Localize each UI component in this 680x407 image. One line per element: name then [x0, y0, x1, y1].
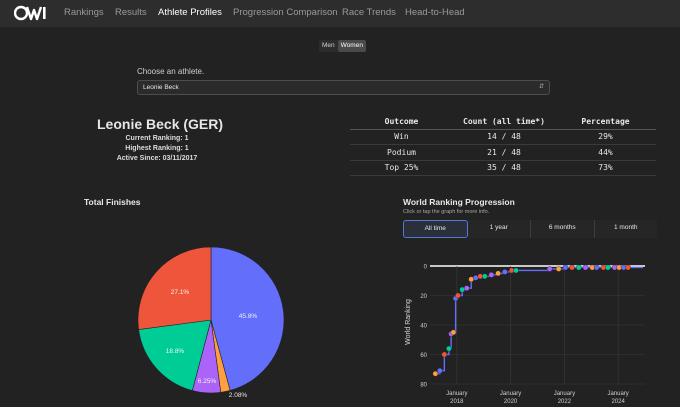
race-point — [593, 264, 600, 271]
active-since: Active Since: 03/11/2017 — [116, 155, 198, 162]
race-point — [502, 269, 508, 275]
table-cell: 14 / 48 — [453, 129, 555, 145]
race-point — [450, 329, 457, 336]
table-cell: 44% — [555, 144, 656, 161]
y-tick-label: 20 — [420, 294, 427, 300]
ranking-chart-subtitle: Click or tap the graph for more info. — [403, 209, 490, 215]
table-row: Podium 21 / 48 44% — [350, 144, 656, 161]
range-selector: All time 1 year 6 months 1 month — [403, 220, 657, 238]
logo-icon[interactable] — [14, 3, 48, 23]
range-6-months-button[interactable]: 6 months — [531, 220, 595, 238]
race-point — [605, 264, 611, 271]
nav-progression-comparison[interactable]: Progression Comparison — [233, 7, 338, 18]
range-1-year-button[interactable]: 1 year — [467, 220, 531, 238]
race-point — [575, 264, 582, 271]
table-cell: Podium — [350, 144, 453, 161]
outcome-table: Outcome Count (all time*) Percentage Win… — [350, 115, 656, 176]
y-axis-label: World Ranking — [405, 299, 412, 345]
x-tick-year: 2018 — [450, 399, 464, 405]
gender-women-button[interactable]: Women — [337, 40, 366, 52]
current-ranking: Current Ranking: 1 — [125, 135, 189, 142]
race-point — [463, 285, 470, 291]
nav-athlete-profiles[interactable]: Athlete Profiles — [158, 7, 222, 18]
athlete-select-label: Choose an athlete. — [137, 67, 205, 76]
y-tick-label: 40 — [420, 323, 427, 329]
athlete-select-value: Leonie Beck — [143, 84, 179, 91]
x-tick-month: January — [446, 391, 467, 397]
race-point — [513, 267, 519, 274]
total-finishes-title: Total Finishes — [84, 197, 141, 207]
race-point — [555, 266, 562, 272]
range-all-time-button[interactable]: All time — [403, 220, 468, 238]
table-header-row: Outcome Count (all time*) Percentage — [350, 115, 656, 130]
x-tick-month: January — [607, 391, 628, 397]
race-point — [441, 351, 448, 358]
table-cell: 29% — [555, 129, 656, 145]
x-tick-year: 2020 — [504, 399, 518, 405]
x-tick-year: 2022 — [558, 399, 572, 405]
top-nav: Rankings Results Athlete Profiles Progre… — [0, 0, 680, 27]
table-header: Count (all time*) — [453, 115, 555, 130]
x-tick-month: January — [500, 391, 521, 397]
ranking-line — [435, 266, 643, 375]
gender-men-button[interactable]: Men — [319, 40, 338, 52]
gender-toggle: Men Women — [319, 40, 366, 52]
table-header: Percentage — [555, 115, 656, 130]
race-point — [488, 272, 495, 278]
y-tick-label: 80 — [420, 382, 427, 388]
select-caret-icon: ⇵ — [538, 84, 544, 90]
race-point — [582, 264, 589, 271]
table-row: Win 14 / 48 29% — [350, 129, 656, 145]
table-cell: 21 / 48 — [453, 144, 555, 161]
athlete-select[interactable]: Leonie Beck ⇵ — [137, 80, 550, 95]
table-row: Top 25% 35 / 48 73% — [350, 160, 656, 176]
nav-head-to-head[interactable]: Head-to-Head — [405, 7, 465, 18]
x-tick-year: 2024 — [611, 399, 625, 405]
range-1-month-button[interactable]: 1 month — [594, 220, 657, 238]
race-point — [437, 367, 443, 374]
race-point — [625, 264, 631, 271]
nav-results[interactable]: Results — [115, 7, 147, 18]
nav-rankings[interactable]: Rankings — [64, 7, 104, 18]
race-point — [432, 370, 439, 377]
nav-race-trends[interactable]: Race Trends — [342, 7, 396, 18]
race-point — [455, 292, 461, 299]
y-tick-label: 0 — [424, 264, 428, 270]
ranking-chart-title: World Ranking Progression — [403, 197, 515, 207]
highest-ranking: Highest Ranking: 1 — [125, 145, 189, 152]
race-point — [562, 264, 569, 271]
table-cell: Win — [350, 129, 453, 145]
table-cell: 73% — [555, 160, 656, 176]
race-point — [546, 266, 553, 272]
race-point — [569, 264, 575, 271]
race-point — [495, 270, 501, 277]
race-point — [481, 273, 488, 280]
table-header: Outcome — [350, 115, 453, 130]
x-tick-month: January — [554, 391, 575, 397]
table-cell: 35 / 48 — [453, 160, 555, 176]
athlete-name: Leonie Beck (GER) — [97, 116, 224, 132]
table-cell: Top 25% — [350, 160, 453, 176]
y-tick-label: 60 — [420, 353, 427, 359]
race-point — [446, 345, 452, 352]
